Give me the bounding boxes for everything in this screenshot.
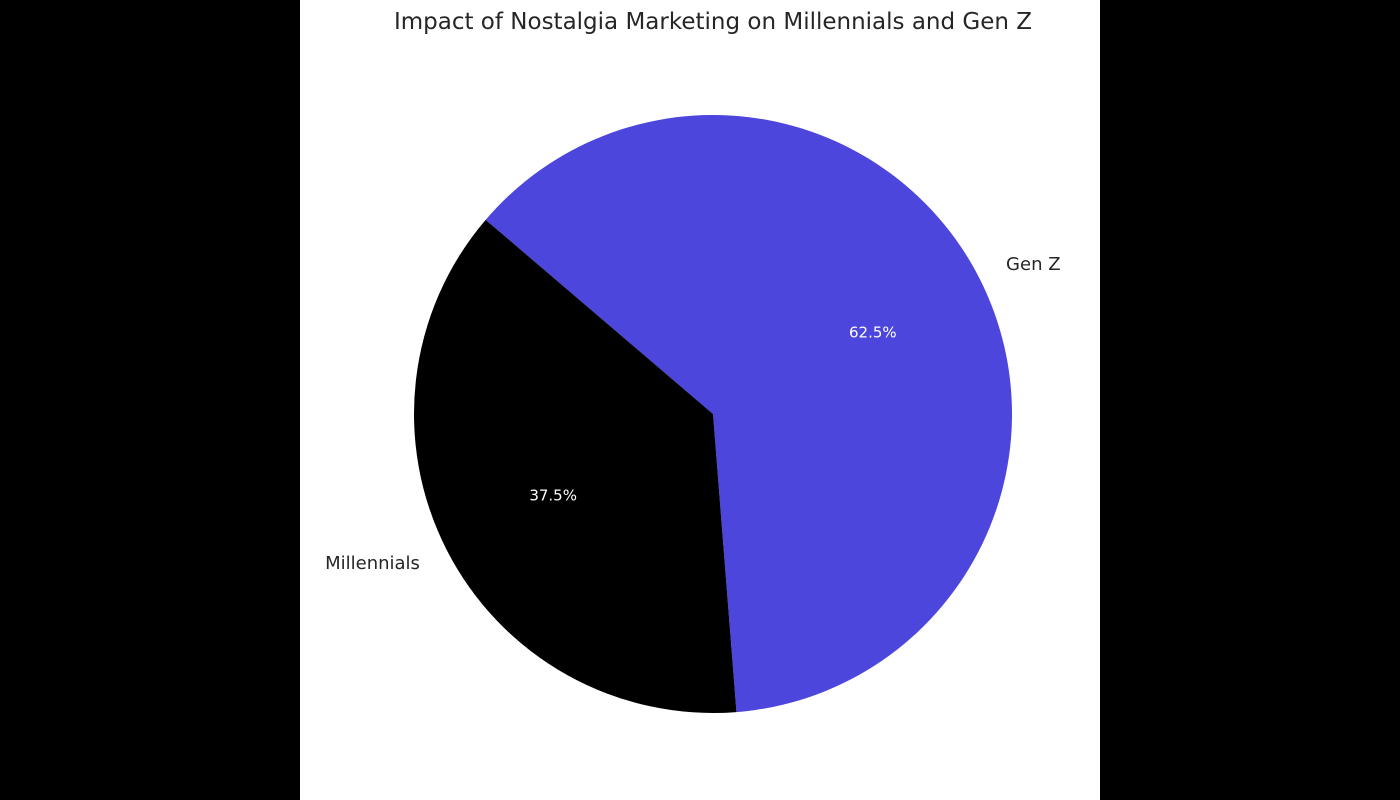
chart-title: Impact of Nostalgia Marketing on Millenn… — [393, 9, 1033, 35]
pie-slice-millennials — [414, 219, 737, 714]
pie-slice-gen-z — [485, 115, 1013, 713]
pie-percent-gen-z: 62.5% — [849, 324, 897, 342]
pie-label-millennials: Millennials — [325, 553, 420, 574]
pie-chart: Gen Z 62.5% Millennials 37.5% — [325, 115, 1061, 714]
pie-label-gen-z: Gen Z — [1006, 254, 1060, 275]
chart-figure: Impact of Nostalgia Marketing on Millenn… — [300, 0, 1100, 800]
pie-percent-millennials: 37.5% — [529, 486, 577, 504]
